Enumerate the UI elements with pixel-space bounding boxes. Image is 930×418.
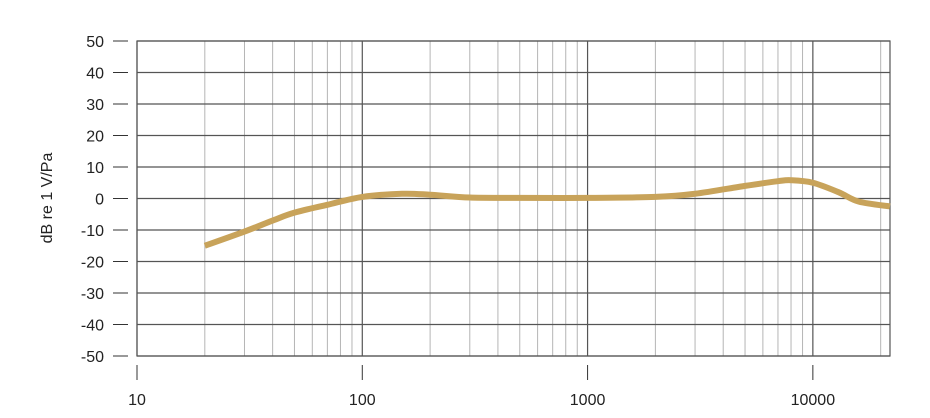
y-axis-label: dB re 1 V/Pa <box>39 153 56 244</box>
response-curve <box>203 177 891 249</box>
y-tick-label: 30 <box>86 97 104 114</box>
y-axis: 50 40 30 20 10 0 -10 -20 -30 -40 -50 <box>81 34 128 366</box>
y-tick-label: -20 <box>81 255 104 272</box>
x-tick-label: 1000 <box>570 392 606 409</box>
plot-frame <box>136 40 891 357</box>
y-tick-label: 10 <box>86 160 104 177</box>
y-tick-label: 50 <box>86 34 104 51</box>
y-tick-label: 20 <box>86 129 104 146</box>
y-tick-label: 0 <box>95 192 104 209</box>
y-tick-label: -40 <box>81 318 104 335</box>
x-tick-label: 10 <box>128 392 146 409</box>
x-tick-label: 100 <box>349 392 376 409</box>
y-tick-label: -10 <box>81 223 104 240</box>
x-axis: 10 100 1000 10000 <box>128 365 835 409</box>
y-tick-label: -30 <box>81 286 104 303</box>
x-tick-label: 10000 <box>791 392 836 409</box>
y-tick-label: 40 <box>86 66 104 83</box>
y-tick-label: -50 <box>81 349 104 366</box>
series-layer <box>203 177 891 249</box>
